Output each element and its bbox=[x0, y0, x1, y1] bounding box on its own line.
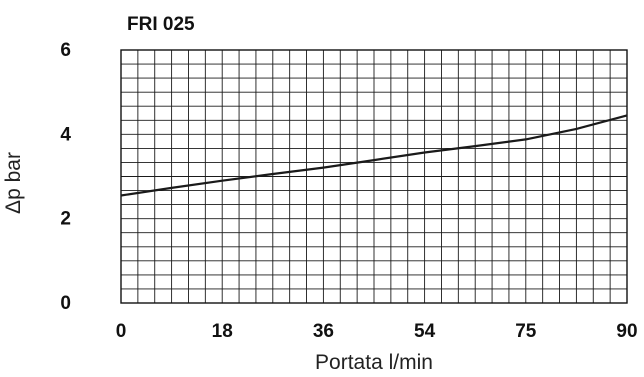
x-tick-label: 54 bbox=[414, 321, 436, 342]
series-layer bbox=[120, 114, 628, 197]
y-axis-label: Δp bar bbox=[2, 152, 25, 214]
x-axis-label: Portata l/min bbox=[315, 351, 433, 374]
y-tick-label: 6 bbox=[60, 40, 71, 61]
x-tick-label: 90 bbox=[616, 321, 637, 342]
y-tick-label: 0 bbox=[60, 293, 71, 314]
series-line bbox=[120, 114, 628, 197]
x-tick-label: 0 bbox=[116, 321, 127, 342]
plot-grid bbox=[121, 50, 627, 303]
y-tick-label: 2 bbox=[60, 209, 71, 230]
x-tick-label: 75 bbox=[515, 321, 537, 342]
x-tick-labels: 0 18 36 54 75 90 bbox=[116, 321, 638, 342]
y-tick-label: 4 bbox=[60, 124, 71, 145]
y-tick-labels: 0 2 4 6 bbox=[60, 40, 71, 314]
plot-frame bbox=[120, 49, 628, 304]
x-tick-label: 36 bbox=[313, 321, 334, 342]
chart-title: FRI 025 bbox=[127, 14, 195, 35]
x-tick-label: 18 bbox=[212, 321, 233, 342]
